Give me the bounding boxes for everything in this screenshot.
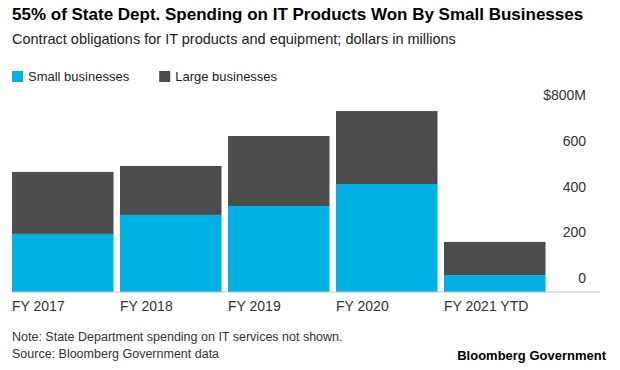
bar — [12, 234, 114, 292]
x-tick-label: FY 2021 YTD — [444, 298, 528, 314]
bar — [120, 166, 222, 215]
axis-line — [12, 292, 600, 293]
credit: Bloomberg Government — [457, 348, 606, 363]
legend-swatch — [159, 71, 170, 82]
note: Note: State Department spending on IT se… — [12, 330, 343, 344]
x-tick-label: FY 2020 — [336, 298, 389, 314]
chart: 55% of State Dept. Spending on IT Produc… — [0, 0, 620, 370]
title: 55% of State Dept. Spending on IT Produc… — [12, 5, 583, 24]
y-tick-label: 400 — [563, 179, 587, 195]
bar — [336, 111, 438, 184]
bar — [12, 172, 114, 234]
source: Source: Bloomberg Government data — [12, 347, 219, 361]
x-tick-label: FY 2019 — [228, 298, 281, 314]
y-tick-label: $800M — [543, 87, 586, 103]
y-tick-label: 0 — [578, 270, 586, 286]
bar — [228, 206, 330, 292]
bar — [444, 275, 546, 292]
bar — [228, 136, 330, 206]
subtitle: Contract obligations for IT products and… — [12, 31, 456, 47]
bar — [444, 242, 546, 275]
bar — [120, 215, 222, 292]
legend-label: Large businesses — [175, 69, 277, 84]
legend-label: Small businesses — [28, 69, 130, 84]
bar — [336, 184, 438, 292]
y-tick-label: 600 — [563, 133, 587, 149]
x-tick-label: FY 2017 — [12, 298, 65, 314]
bars — [12, 111, 546, 292]
legend-swatch — [12, 71, 23, 82]
legend: Small businesses Large businesses — [12, 69, 278, 84]
y-tick-label: 200 — [563, 224, 587, 240]
x-tick-label: FY 2018 — [120, 298, 173, 314]
